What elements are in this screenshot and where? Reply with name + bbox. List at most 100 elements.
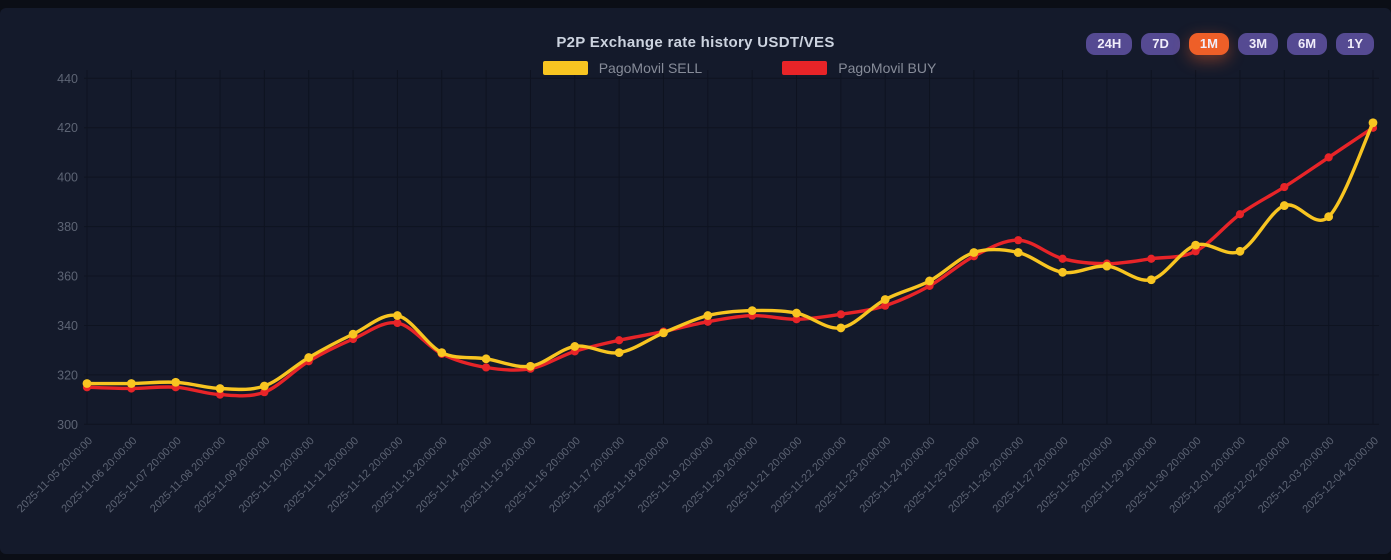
data-point-sell[interactable] (304, 353, 314, 362)
x-tick-label: 2025-11-12 20:00:00 (325, 435, 405, 515)
data-point-buy[interactable] (393, 318, 402, 328)
data-point-sell[interactable] (969, 248, 979, 257)
range-button-1m[interactable]: 1M (1188, 33, 1229, 55)
chart-card: 300 320 340 360 380 400 420 440 2025-11-05 20:00… (0, 8, 1391, 554)
range-button-24h[interactable]: 24H (1086, 33, 1133, 55)
x-tick-label: 2025-12-04 20:00:00 (1300, 435, 1381, 516)
data-point-buy[interactable] (215, 390, 225, 399)
x-tick-label: 2025-11-22 20:00:00 (769, 435, 849, 515)
data-point-buy[interactable] (1280, 182, 1289, 192)
data-point-buy[interactable] (615, 336, 624, 345)
data-point-buy[interactable] (482, 363, 491, 372)
y-tick-label: 340 (57, 319, 78, 333)
chart-legend: PagoMovil SELL PagoMovil BUY (44, 60, 1391, 76)
legend-label-sell: PagoMovil SELL (598, 60, 703, 76)
x-tick-label: 2025-11-11 20:00:00 (282, 435, 362, 515)
x-tick-label: 2025-11-15 20:00:00 (458, 435, 538, 515)
x-tick-label: 2025-12-02 20:00:00 (1212, 435, 1293, 516)
data-point-buy[interactable] (1147, 254, 1156, 263)
data-point-sell[interactable] (1368, 118, 1378, 128)
x-tick-label: 2025-12-01 20:00:00 (1167, 435, 1248, 516)
data-point-buy[interactable] (1191, 247, 1200, 256)
x-tick-label: 2025-11-08 20:00:00 (148, 435, 228, 515)
data-point-sell[interactable] (1191, 240, 1201, 250)
x-tick-label: 2025-11-07 20:00:00 (104, 435, 184, 515)
data-point-sell[interactable] (659, 328, 668, 338)
series-line-buy (85, 126, 1375, 398)
legend-swatch-buy (782, 61, 828, 75)
data-point-sell[interactable] (259, 381, 269, 391)
x-tick-label: 2025-11-09 20:00:00 (192, 435, 272, 515)
x-tick-label: 2025-11-19 20:00:00 (636, 435, 716, 515)
x-tick-label: 2025-11-23 20:00:00 (813, 435, 893, 515)
legend-swatch-sell (542, 61, 588, 75)
x-tick-label: 2025-11-20 20:00:00 (680, 435, 760, 515)
x-tick-label: 2025-11-21 20:00:00 (725, 435, 805, 515)
x-tick-label: 2025-11-18 20:00:00 (591, 435, 671, 515)
legend-label-buy: PagoMovil BUY (838, 60, 937, 76)
data-point-sell[interactable] (526, 361, 535, 371)
data-point-buy[interactable] (1014, 236, 1023, 245)
data-point-sell[interactable] (792, 308, 801, 318)
range-button-6m[interactable]: 6M (1287, 33, 1328, 55)
x-tick-label: 2025-11-25 20:00:00 (902, 435, 982, 515)
data-point-sell[interactable] (836, 323, 846, 333)
data-point-sell[interactable] (215, 384, 225, 393)
legend-item-buy[interactable]: PagoMovil BUY (782, 60, 936, 76)
data-point-sell[interactable] (570, 342, 580, 351)
data-point-sell[interactable] (82, 379, 92, 388)
data-point-sell[interactable] (1235, 246, 1245, 256)
x-tick-label: 2025-11-17 20:00:00 (547, 435, 627, 515)
data-point-buy[interactable] (1324, 153, 1333, 162)
data-point-buy[interactable] (881, 301, 890, 310)
data-point-sell[interactable] (703, 311, 713, 320)
x-tick-label: 2025-11-16 20:00:00 (503, 435, 583, 515)
data-point-buy[interactable] (260, 388, 269, 397)
data-point-sell[interactable] (880, 295, 890, 304)
legend-item-sell[interactable]: PagoMovil SELL (542, 60, 703, 76)
series-line-sell (85, 121, 1375, 392)
data-point-sell[interactable] (925, 276, 934, 286)
data-point-buy[interactable] (836, 310, 845, 319)
x-tick-label: 2025-11-10 20:00:00 (237, 435, 317, 515)
data-point-sell[interactable] (171, 377, 181, 387)
data-point-buy[interactable] (1058, 254, 1067, 263)
data-point-sell[interactable] (1279, 201, 1289, 210)
data-point-sell[interactable] (747, 306, 757, 316)
x-tick-label: 2025-11-06 20:00:00 (59, 435, 139, 515)
data-point-buy[interactable] (1235, 210, 1245, 219)
data-point-sell[interactable] (1324, 212, 1334, 222)
data-point-sell[interactable] (1146, 275, 1156, 285)
chart-canvas[interactable]: 300 320 340 360 380 400 420 440 2025-11-05 20:00… (0, 8, 1391, 560)
data-point-buy[interactable] (792, 315, 801, 324)
chart-title: P2P Exchange rate history USDT/VES (556, 34, 835, 51)
data-point-sell[interactable] (348, 329, 358, 339)
y-tick-label: 380 (57, 220, 78, 234)
data-point-sell[interactable] (437, 348, 447, 358)
range-button-1y[interactable]: 1Y (1336, 33, 1374, 55)
x-tick-label: 2025-11-30 20:00:00 (1124, 435, 1204, 515)
series-sell (82, 118, 1378, 393)
data-point-sell[interactable] (1013, 248, 1023, 257)
y-tick-label: 360 (57, 270, 78, 284)
data-point-sell[interactable] (481, 354, 491, 364)
range-button-7d[interactable]: 7D (1141, 33, 1180, 55)
data-point-sell[interactable] (1058, 267, 1067, 277)
x-tick-label: 2025-11-14 20:00:00 (414, 435, 494, 515)
data-point-sell[interactable] (126, 379, 136, 388)
data-point-buy[interactable] (703, 317, 712, 326)
grid-lines (84, 70, 1379, 425)
x-tick-label: 2025-11-24 20:00:00 (858, 435, 938, 515)
x-tick-label: 2025-11-05 20:00:00 (15, 435, 95, 515)
data-point-sell[interactable] (393, 311, 402, 320)
y-tick-label: 420 (57, 121, 78, 135)
data-point-sell[interactable] (614, 348, 624, 358)
x-tick-label: 2025-11-29 20:00:00 (1079, 435, 1159, 515)
y-tick-label: 300 (57, 418, 78, 432)
data-point-sell[interactable] (1102, 261, 1112, 271)
range-button-3m[interactable]: 3M (1237, 33, 1279, 55)
y-tick-label: 400 (57, 171, 78, 185)
y-axis-labels: 300 320 340 360 380 400 420 440 (57, 72, 78, 432)
